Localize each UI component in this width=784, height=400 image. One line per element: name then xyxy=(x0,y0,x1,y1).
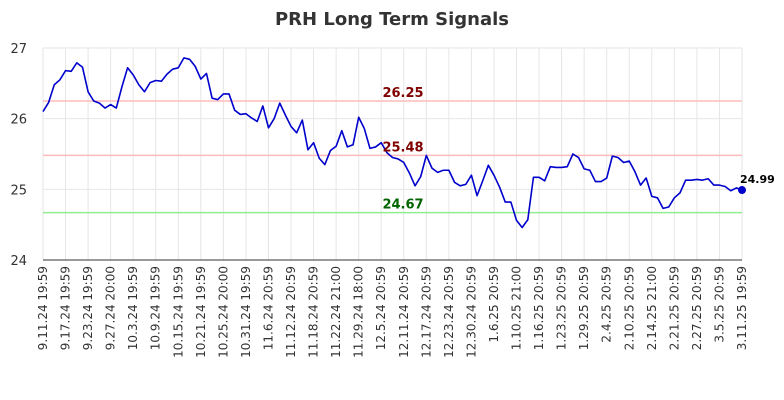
x-tick-label: 2.14.25 21:00 xyxy=(645,266,659,350)
y-tick-label: 26 xyxy=(10,113,27,128)
x-tick-label: 10.9.24 19:59 xyxy=(149,266,163,350)
x-tick-label: 3.5.25 20:59 xyxy=(712,266,726,343)
x-tick-label: 9.11.24 19:59 xyxy=(36,266,50,350)
x-tick-label: 1.29.25 20:59 xyxy=(577,266,591,350)
x-tick-label: 10.31.24 19:59 xyxy=(239,266,253,358)
reference-line-label: 25.48 xyxy=(382,140,423,155)
x-tick-label: 12.11.24 20:59 xyxy=(397,266,411,358)
price-line xyxy=(42,57,743,229)
x-tick-label: 11.29.24 18:00 xyxy=(352,266,366,358)
x-tick-label: 12.30.24 20:59 xyxy=(464,266,478,358)
grid xyxy=(42,47,743,261)
x-tick-label: 11.18.24 20:59 xyxy=(307,266,321,358)
y-tick-label: 25 xyxy=(10,183,27,198)
x-tick-label: 11.6.24 20:59 xyxy=(261,266,275,350)
reference-lines xyxy=(43,100,742,214)
x-tick-label: 2.4.25 20:59 xyxy=(600,266,614,343)
x-tick-label: 2.10.25 20:59 xyxy=(622,266,636,350)
x-tick-label: 12.23.24 20:59 xyxy=(442,266,456,358)
chart-title: PRH Long Term Signals xyxy=(275,9,509,30)
x-tick-label: 1.6.25 20:59 xyxy=(487,266,501,343)
x-tick-label: 10.21.24 19:59 xyxy=(194,266,208,358)
reference-line-label: 26.25 xyxy=(382,86,423,101)
x-tick-label: 9.23.24 19:59 xyxy=(81,266,95,350)
y-tick-label: 27 xyxy=(10,42,27,57)
x-tick-label: 3.11.25 19:59 xyxy=(735,266,749,350)
x-tick-label: 1.23.25 20:59 xyxy=(555,266,569,350)
labels: 26.25 25.48 24.67 24.99 xyxy=(382,86,774,213)
x-tick-label: 12.5.24 20:59 xyxy=(374,266,388,350)
y-tick-label: 24 xyxy=(10,254,27,269)
x-tick-label: 2.21.25 20:59 xyxy=(667,266,681,350)
last-point-marker xyxy=(738,186,746,195)
x-tick-label: 9.17.24 19:59 xyxy=(59,266,73,350)
x-tick-label: 10.3.24 19:59 xyxy=(126,266,140,350)
x-tick-label: 9.27.24 20:00 xyxy=(104,266,118,350)
x-tick-label: 11.12.24 20:59 xyxy=(284,266,298,358)
x-tick-label: 12.17.24 20:59 xyxy=(419,266,433,358)
x-tick-label: 10.25.24 20:00 xyxy=(216,266,230,358)
x-tick-label: 2.27.25 20:59 xyxy=(690,266,704,350)
series xyxy=(42,57,746,229)
last-value-label: 24.99 xyxy=(740,173,775,186)
axes: 24 25 26 27 9.11.24 19:59 9.17.24 19:59 9.23.2… xyxy=(10,42,749,358)
reference-line-label: 24.67 xyxy=(382,198,423,213)
x-tick-label: 1.16.25 20:59 xyxy=(532,266,546,350)
x-tick-label: 10.15.24 19:59 xyxy=(171,266,185,358)
x-tick-label: 1.10.25 21:00 xyxy=(510,266,524,350)
x-tick-label: 11.22.24 21:00 xyxy=(329,266,343,358)
